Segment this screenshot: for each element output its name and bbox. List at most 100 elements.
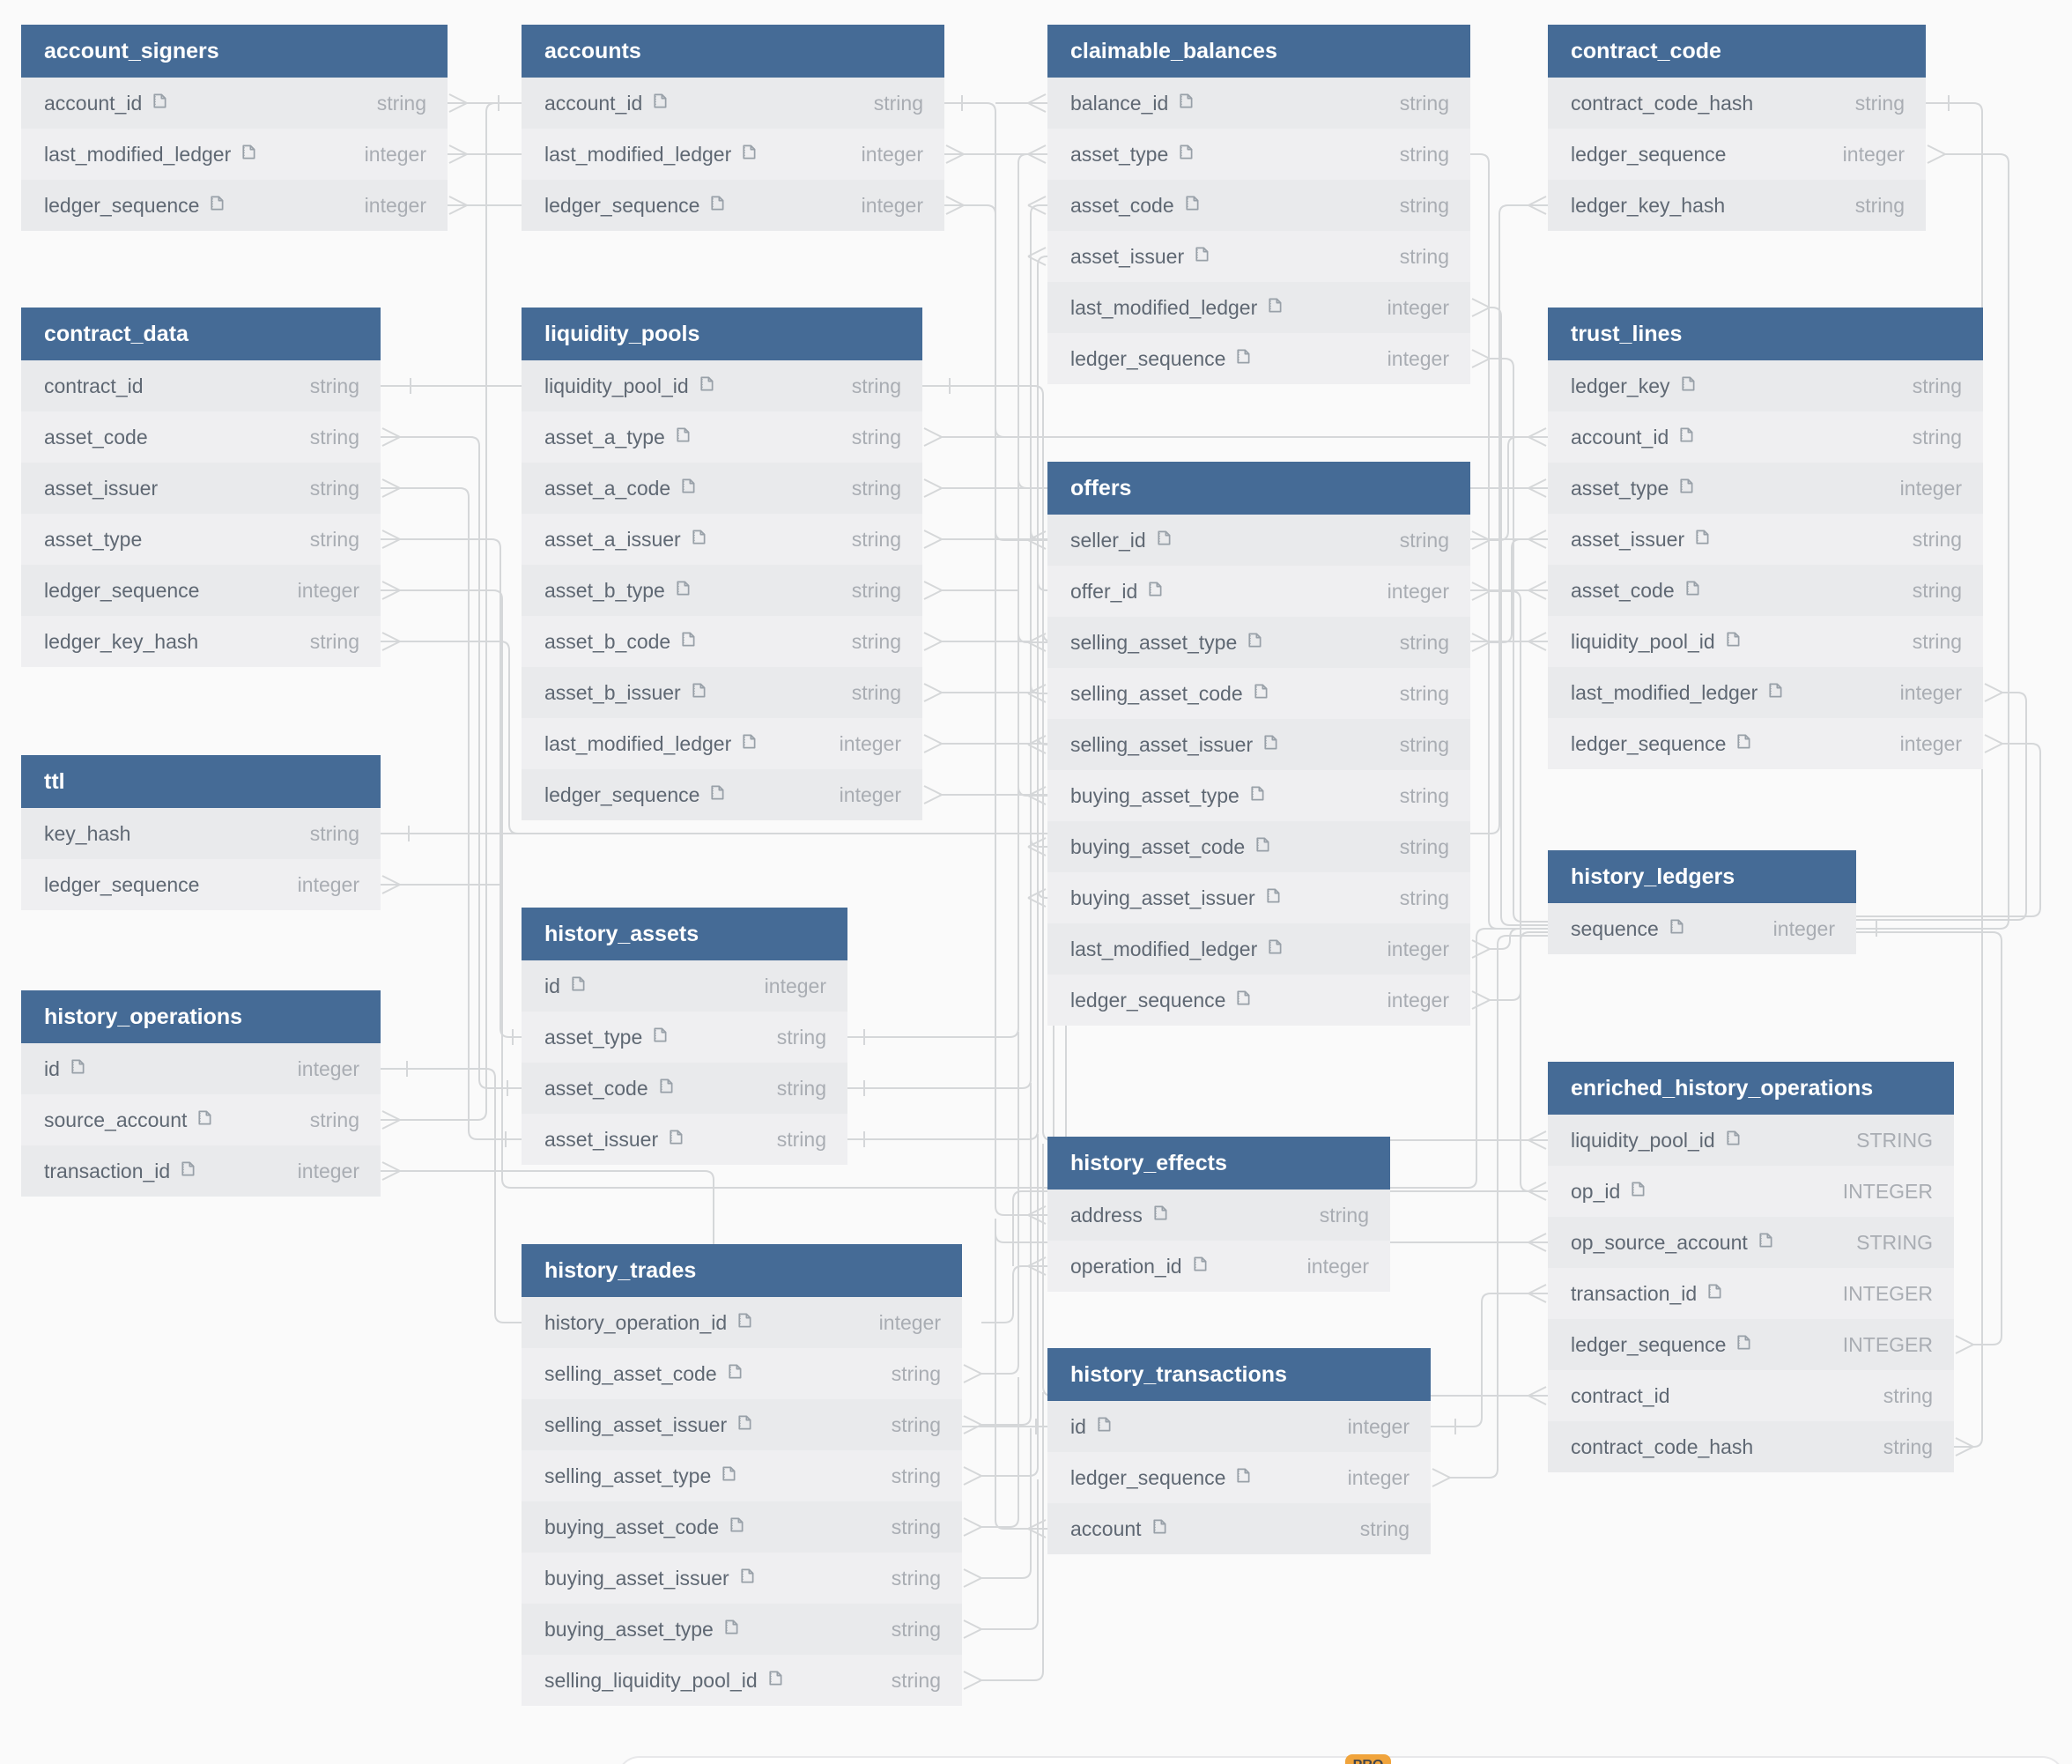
bottom-toolbar[interactable] [617, 1756, 2065, 1764]
table-claimable_balances[interactable]: claimable_balances balance_id string asset_… [1047, 25, 1470, 384]
table-row[interactable]: seller_id string [1047, 515, 1470, 566]
table-row[interactable]: last_modified_ledger integer [1548, 667, 1983, 718]
table-row[interactable]: ledger_sequence integer [1548, 129, 1926, 180]
table-row[interactable]: liquidity_pool_id string [522, 360, 922, 411]
table-row[interactable]: asset_code string [21, 411, 381, 463]
table-row[interactable]: last_modified_ledger integer [21, 129, 448, 180]
table-row[interactable]: last_modified_ledger integer [1047, 282, 1470, 333]
table-history_transactions[interactable]: history_transactions id integer ledger_sequ… [1047, 1348, 1431, 1554]
table-history_assets[interactable]: history_assets id integer asset_type string a… [522, 908, 847, 1165]
pro-badge[interactable]: PRO [1345, 1754, 1391, 1764]
table-row[interactable]: last_modified_ledger integer [1047, 923, 1470, 975]
table-row[interactable]: asset_a_type string [522, 411, 922, 463]
table-row[interactable]: ledger_sequence integer [21, 859, 381, 910]
table-row[interactable]: asset_b_code string [522, 616, 922, 667]
table-header[interactable]: accounts [522, 25, 944, 78]
table-row[interactable]: last_modified_ledger integer [522, 718, 922, 769]
table-row[interactable]: transaction_id INTEGER [1548, 1268, 1954, 1319]
table-row[interactable]: buying_asset_code string [1047, 821, 1470, 872]
table-row[interactable]: ledger_key_hash string [21, 616, 381, 667]
table-row[interactable]: asset_code string [1548, 565, 1983, 616]
table-row[interactable]: source_account string [21, 1094, 381, 1145]
table-header[interactable]: account_signers [21, 25, 448, 78]
table-accounts[interactable]: accounts account_id string last_modified_le… [522, 25, 944, 231]
table-row[interactable]: asset_a_code string [522, 463, 922, 514]
table-row[interactable]: ledger_sequence integer [1548, 718, 1983, 769]
table-row[interactable]: selling_asset_code string [522, 1348, 962, 1399]
table-row[interactable]: selling_asset_type string [522, 1450, 962, 1501]
table-history_trades[interactable]: history_trades history_operation_id intege… [522, 1244, 962, 1706]
table-row[interactable]: buying_asset_issuer string [522, 1553, 962, 1604]
table-enriched_history_operations[interactable]: enriched_history_operations liquidity_poo… [1548, 1062, 1954, 1472]
table-row[interactable]: contract_code_hash string [1548, 78, 1926, 129]
table-row[interactable]: selling_liquidity_pool_id string [522, 1655, 962, 1706]
table-row[interactable]: ledger_sequence integer [1047, 975, 1470, 1026]
table-row[interactable]: asset_issuer string [21, 463, 381, 514]
table-row[interactable]: ledger_key string [1548, 360, 1983, 411]
table-row[interactable]: address string [1047, 1190, 1390, 1241]
table-row[interactable]: buying_asset_code string [522, 1501, 962, 1553]
table-row[interactable]: id integer [21, 1043, 381, 1094]
table-row[interactable]: asset_issuer string [1548, 514, 1983, 565]
table-row[interactable]: account_id string [522, 78, 944, 129]
table-row[interactable]: buying_asset_issuer string [1047, 872, 1470, 923]
table-row[interactable]: transaction_id integer [21, 1145, 381, 1197]
table-row[interactable]: id integer [522, 960, 847, 1012]
table-row[interactable]: account_id string [21, 78, 448, 129]
table-row[interactable]: contract_id string [21, 360, 381, 411]
table-row[interactable]: selling_asset_type string [1047, 617, 1470, 668]
table-row[interactable]: liquidity_pool_id string [1548, 616, 1983, 667]
table-row[interactable]: asset_code string [1047, 180, 1470, 231]
table-row[interactable]: balance_id string [1047, 78, 1470, 129]
table-row[interactable]: account_id string [1548, 411, 1983, 463]
table-row[interactable]: op_id INTEGER [1548, 1166, 1954, 1217]
table-row[interactable]: last_modified_ledger integer [522, 129, 944, 180]
table-row[interactable]: asset_type integer [1548, 463, 1983, 514]
table-contract_data[interactable]: contract_data contract_id string asset_code… [21, 308, 381, 667]
table-row[interactable]: contract_id string [1548, 1370, 1954, 1421]
table-account_signers[interactable]: account_signers account_id string last_modi… [21, 25, 448, 231]
table-row[interactable]: ledger_sequence integer [21, 565, 381, 616]
table-offers[interactable]: offers seller_id string offer_id integer sell… [1047, 462, 1470, 1026]
table-trust_lines[interactable]: trust_lines ledger_key string account_id str… [1548, 308, 1983, 769]
table-header[interactable]: contract_data [21, 308, 381, 360]
table-row[interactable]: op_source_account STRING [1548, 1217, 1954, 1268]
table-row[interactable]: selling_asset_issuer string [1047, 719, 1470, 770]
table-header[interactable]: history_ledgers [1548, 850, 1856, 903]
table-row[interactable]: asset_a_issuer string [522, 514, 922, 565]
table-row[interactable]: ledger_sequence INTEGER [1548, 1319, 1954, 1370]
table-row[interactable]: asset_code string [522, 1063, 847, 1114]
table-row[interactable]: account string [1047, 1503, 1431, 1554]
table-ttl[interactable]: ttl key_hash string ledger_sequence integer [21, 755, 381, 910]
table-row[interactable]: liquidity_pool_id STRING [1548, 1115, 1954, 1166]
table-row[interactable]: operation_id integer [1047, 1241, 1390, 1292]
table-header[interactable]: offers [1047, 462, 1470, 515]
table-header[interactable]: claimable_balances [1047, 25, 1470, 78]
table-contract_code[interactable]: contract_code contract_code_hash string led… [1548, 25, 1926, 231]
table-header[interactable]: enriched_history_operations [1548, 1062, 1954, 1115]
table-header[interactable]: history_operations [21, 990, 381, 1043]
table-header[interactable]: history_trades [522, 1244, 962, 1297]
table-row[interactable]: history_operation_id integer [522, 1297, 962, 1348]
table-row[interactable]: ledger_sequence integer [522, 180, 944, 231]
table-liquidity_pools[interactable]: liquidity_pools liquidity_pool_id string as… [522, 308, 922, 820]
table-row[interactable]: asset_issuer string [522, 1114, 847, 1165]
table-history_effects[interactable]: history_effects address string operation_id… [1047, 1137, 1390, 1292]
table-row[interactable]: contract_code_hash string [1548, 1421, 1954, 1472]
table-row[interactable]: buying_asset_type string [1047, 770, 1470, 821]
table-row[interactable]: asset_type string [1047, 129, 1470, 180]
table-row[interactable]: ledger_sequence integer [522, 769, 922, 820]
table-row[interactable]: sequence integer [1548, 903, 1856, 954]
table-row[interactable]: ledger_key_hash string [1548, 180, 1926, 231]
table-row[interactable]: selling_asset_code string [1047, 668, 1470, 719]
table-row[interactable]: id integer [1047, 1401, 1431, 1452]
table-header[interactable]: ttl [21, 755, 381, 808]
table-row[interactable]: key_hash string [21, 808, 381, 859]
table-header[interactable]: trust_lines [1548, 308, 1983, 360]
table-history_operations[interactable]: history_operations id integer source_accoun… [21, 990, 381, 1197]
table-header[interactable]: liquidity_pools [522, 308, 922, 360]
table-header[interactable]: contract_code [1548, 25, 1926, 78]
table-row[interactable]: selling_asset_issuer string [522, 1399, 962, 1450]
table-row[interactable]: offer_id integer [1047, 566, 1470, 617]
